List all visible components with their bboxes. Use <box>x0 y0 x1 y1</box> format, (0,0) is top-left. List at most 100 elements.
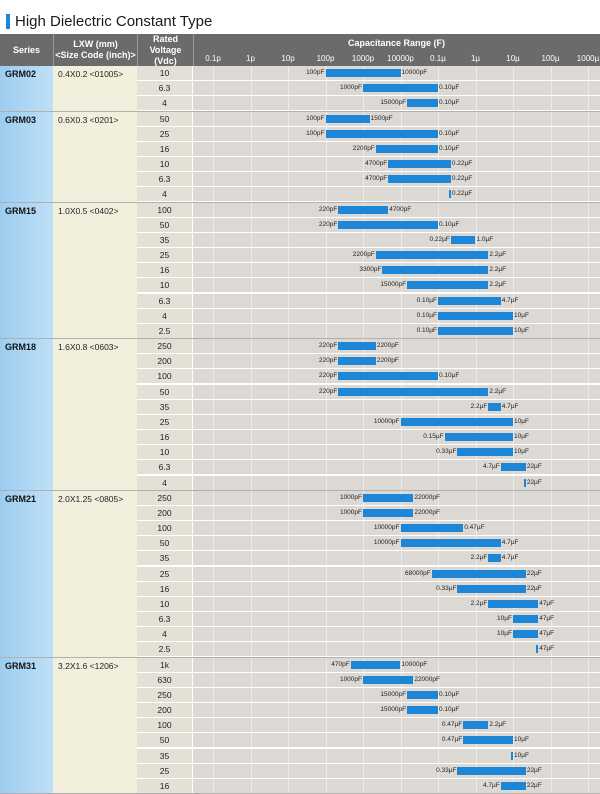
capacitance-bar <box>488 599 539 608</box>
capacitance-bar <box>338 357 376 366</box>
max-capacitance: 0.10µF <box>439 99 460 107</box>
rated-voltage: 10 <box>137 66 192 80</box>
table-row: 50 0.47µF 10µF <box>137 733 600 749</box>
capacitance-range-cell: 2.2µF 47µF <box>193 596 600 611</box>
table-row: 200 1000pF 22000pF <box>137 505 600 521</box>
header-series: Series <box>12 44 41 55</box>
capacitance-bar <box>463 721 489 730</box>
max-capacitance: 10000pF <box>401 69 428 76</box>
min-capacitance: 0.33µF <box>436 766 457 774</box>
table-row: 50 220pF 0.10µF <box>137 217 600 233</box>
table-row: 4 0.10µF 10µF <box>137 308 600 324</box>
table-row: 250 220pF 2200pF <box>137 339 600 355</box>
min-capacitance: 0.47µF <box>441 721 463 729</box>
table-row: 200 220pF 2200pF <box>137 354 600 370</box>
capacitance-range-cell: 220pF 0.10µF <box>193 369 600 384</box>
series-cell: GRM02 <box>0 66 53 112</box>
max-capacitance: 22µF <box>526 463 542 471</box>
capacitance-bar <box>363 493 414 502</box>
table-row: 100 0.47µF 2.2µF <box>137 718 600 734</box>
size-code: 2.0X1.25 <0805> <box>58 493 124 504</box>
max-capacitance: 10µF <box>514 326 529 334</box>
min-capacitance: 220pF <box>318 357 338 365</box>
size-code: 1.0X0.5 <0402> <box>58 205 119 216</box>
table-row: 630 1000pF 22000pF <box>137 672 600 688</box>
max-capacitance: 0.22µF <box>451 190 473 198</box>
max-capacitance: 0.10µF <box>439 129 460 137</box>
capacitance-bar <box>500 463 526 472</box>
capacitance-range-cell: 220pF 2.2µF <box>193 384 600 399</box>
capacitance-range-cell: 10000pF 0.47µF <box>193 521 600 536</box>
capacitance-range-cell: 100pF 0.10µF <box>193 126 600 141</box>
capacitance-range-cell: 15000pF 0.10µF <box>193 96 600 111</box>
rated-voltage: 2.5 <box>137 642 192 657</box>
rated-voltage: 200 <box>137 354 192 369</box>
max-capacitance: 4.7µF <box>501 539 519 547</box>
capacitance-bar <box>375 251 489 260</box>
capacitance-range-cell: 2.2µF 4.7µF <box>193 399 600 414</box>
table-row: 250 1000pF 22000pF <box>137 490 600 506</box>
series-group: GRM02 0.4X0.2 <01005> 10 100pF 10000pF 6.3 100… <box>0 66 600 112</box>
capacitance-bar <box>450 235 476 244</box>
capacitance-range-cell: 10µF 47µF <box>193 627 600 642</box>
series-cell: GRM21 <box>0 490 53 658</box>
capacitance-range-cell: 470pF 10000pF <box>193 657 600 672</box>
rated-voltage: 4 <box>137 627 192 642</box>
min-capacitance: 1000pF <box>339 508 362 516</box>
capacitance-bar <box>338 205 389 214</box>
max-capacitance: 0.10µF <box>439 144 460 152</box>
capacitance-bar <box>407 690 438 699</box>
max-capacitance: 1500pF <box>370 114 393 122</box>
scale-tick: 10p <box>281 54 295 63</box>
table-row: 25 2200pF 2.2µF <box>137 248 600 264</box>
rated-voltage: 35 <box>137 399 192 414</box>
min-capacitance: 100pF <box>306 69 325 76</box>
rated-voltage: 50 <box>137 384 192 399</box>
min-capacitance: 4.7µF <box>482 781 500 789</box>
table-row: 25 0.33µF 22µF <box>137 763 600 779</box>
capacitance-bar <box>388 175 451 184</box>
table-row: 6.3 4700pF 0.22µF <box>137 172 600 188</box>
capacitance-bar <box>407 706 438 715</box>
capacitance-range-cell: 3300pF 2.2µF <box>193 263 600 278</box>
capacitance-range-cell: 220pF 2200pF <box>193 339 600 354</box>
capacitance-range-cell: 0.15µF 10µF <box>193 430 600 445</box>
capacitance-bar <box>513 615 539 624</box>
min-capacitance: 0.10µF <box>416 326 437 334</box>
capacitance-range-cell: 1000pF 0.10µF <box>193 81 600 96</box>
max-capacitance: 10µF <box>514 736 529 744</box>
rated-voltage: 100 <box>137 521 192 536</box>
series-name: GRM21 <box>5 493 37 504</box>
capacitance-range-cell: 47µF <box>193 642 600 657</box>
capacitance-range-cell: 4700pF 0.22µF <box>193 172 600 187</box>
max-capacitance: 0.10µF <box>439 220 460 228</box>
size-code: 0.4X0.2 <01005> <box>58 69 124 79</box>
max-capacitance: 10µF <box>514 417 529 425</box>
capacitance-bar <box>388 160 451 168</box>
capacitance-bar <box>444 433 513 442</box>
min-capacitance: 220pF <box>318 387 338 395</box>
min-capacitance: 2200pF <box>352 144 375 152</box>
capacitance-range-cell: 68000pF 22µF <box>193 566 600 581</box>
min-capacitance: 4700pF <box>365 160 388 167</box>
capacitance-range-cell: 10000pF 4.7µF <box>193 536 600 551</box>
table-row: 200 15000pF 0.10µF <box>137 703 600 719</box>
capacitance-range-cell: 15000pF 0.10µF <box>193 703 600 718</box>
rated-voltage: 100 <box>137 369 192 384</box>
capacitance-range-cell: 1000pF 22000pF <box>193 490 600 505</box>
capacitance-range-cell: 15000pF 0.10µF <box>193 687 600 702</box>
capacitance-bar <box>438 326 513 335</box>
rated-voltage: 4 <box>137 475 192 490</box>
min-capacitance: 10000pF <box>373 417 400 425</box>
capacitance-range-cell: 220pF 0.10µF <box>193 217 600 232</box>
rated-voltage: 10 <box>137 445 192 460</box>
capacitance-bar <box>400 417 513 426</box>
max-capacitance: 4700pF <box>389 205 412 213</box>
header-capacitance: Capacitance Range (F) <box>347 38 446 48</box>
table-row: 10 15000pF 2.2µF <box>137 278 600 294</box>
min-capacitance: 2.2µF <box>470 402 488 410</box>
capacitance-range-cell: 0.33µF 22µF <box>193 763 600 778</box>
capacitance-bar <box>363 84 438 93</box>
scale-tick: 1000µ <box>576 54 600 63</box>
capacitance-range-cell: 0.10µF 10µF <box>193 308 600 323</box>
